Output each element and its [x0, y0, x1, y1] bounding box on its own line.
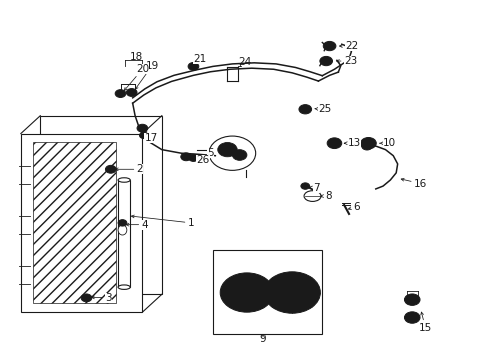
Text: 26: 26 [192, 156, 209, 165]
Circle shape [228, 279, 264, 306]
Circle shape [361, 142, 372, 150]
Ellipse shape [118, 225, 126, 235]
Text: 4: 4 [126, 220, 148, 230]
Text: 25: 25 [314, 104, 331, 114]
Text: 23: 23 [336, 56, 356, 66]
Bar [21, 134, 142, 312]
Bar [33, 143, 116, 303]
Text: 8: 8 [320, 191, 331, 201]
Circle shape [302, 108, 307, 111]
Text: 10: 10 [379, 138, 395, 148]
Circle shape [137, 124, 147, 132]
Text: 15: 15 [418, 312, 431, 333]
Circle shape [330, 141, 337, 146]
Circle shape [188, 154, 198, 161]
Circle shape [319, 57, 332, 66]
Circle shape [323, 41, 335, 51]
Text: 13: 13 [344, 138, 360, 148]
Text: 5: 5 [207, 148, 213, 158]
Text: 19: 19 [135, 61, 159, 89]
Bar [118, 180, 130, 287]
Text: 20: 20 [124, 64, 149, 90]
Text: 16: 16 [400, 178, 426, 189]
Circle shape [126, 89, 137, 96]
Circle shape [326, 138, 341, 149]
Text: 12: 12 [251, 301, 264, 311]
Circle shape [272, 278, 311, 307]
Circle shape [142, 134, 145, 137]
Text: 9: 9 [259, 334, 266, 344]
Circle shape [115, 90, 125, 98]
Text: 3: 3 [91, 293, 111, 303]
Circle shape [81, 294, 92, 302]
Circle shape [118, 220, 126, 226]
Circle shape [240, 288, 253, 297]
Circle shape [323, 59, 328, 63]
Circle shape [183, 155, 188, 158]
Text: 1: 1 [131, 215, 194, 228]
Circle shape [360, 138, 375, 149]
Ellipse shape [118, 285, 130, 289]
Text: 21: 21 [193, 54, 206, 65]
Text: 17: 17 [143, 131, 158, 143]
Circle shape [217, 143, 237, 157]
Ellipse shape [304, 191, 321, 202]
Circle shape [408, 297, 414, 302]
Ellipse shape [118, 178, 130, 182]
Bar [40, 116, 162, 294]
Circle shape [220, 273, 273, 312]
Circle shape [188, 63, 199, 70]
Circle shape [298, 105, 311, 114]
Circle shape [139, 132, 148, 139]
Circle shape [191, 157, 195, 159]
Text: 6: 6 [347, 202, 359, 212]
Circle shape [366, 141, 370, 145]
Circle shape [326, 44, 331, 48]
Circle shape [300, 183, 309, 189]
Circle shape [232, 150, 246, 160]
Circle shape [264, 272, 320, 313]
Circle shape [404, 294, 419, 305]
Text: 14: 14 [272, 301, 285, 311]
Text: 24: 24 [237, 57, 251, 67]
Circle shape [404, 312, 419, 323]
Text: 11: 11 [228, 298, 241, 308]
Circle shape [181, 153, 191, 161]
Circle shape [105, 165, 116, 173]
Text: 2: 2 [115, 164, 143, 174]
Circle shape [284, 287, 299, 298]
Text: 18: 18 [130, 52, 143, 62]
Bar [212, 249, 322, 334]
Text: 22: 22 [339, 41, 357, 51]
Text: 7: 7 [309, 183, 319, 193]
Circle shape [408, 315, 414, 320]
